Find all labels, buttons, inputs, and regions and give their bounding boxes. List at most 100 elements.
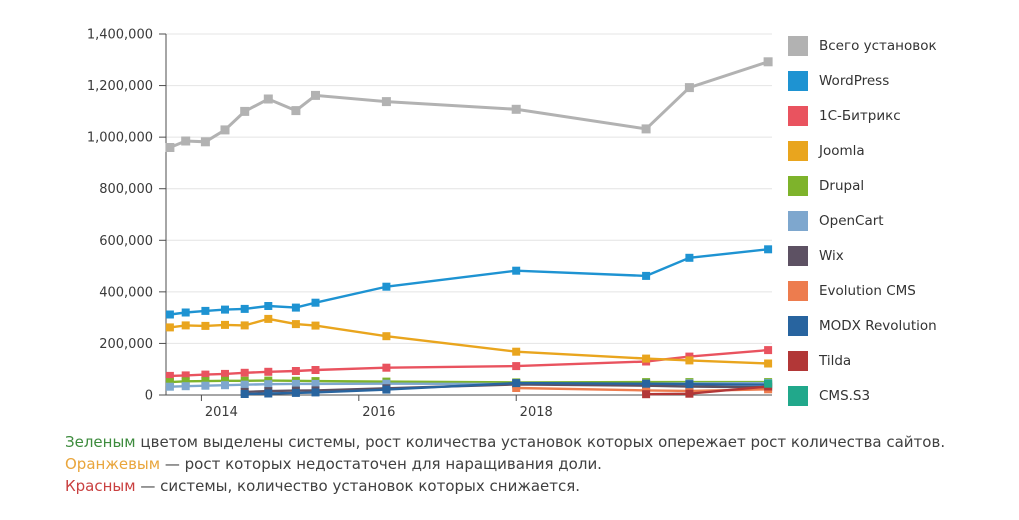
x-tick-label: 2014 xyxy=(205,405,238,420)
series-marker-5 xyxy=(221,381,229,390)
y-tick-label: 1,200,000 xyxy=(87,79,153,94)
series-marker-4 xyxy=(165,378,174,387)
series-marker-0 xyxy=(263,94,273,104)
footnote-red-text: — системы, количество установок которых … xyxy=(140,477,581,495)
legend-swatch xyxy=(788,386,808,406)
series-marker-9 xyxy=(685,389,694,398)
series-marker-0 xyxy=(240,106,250,116)
legend-item-8: MODX Revolution xyxy=(788,316,1013,336)
y-tick-label: 200,000 xyxy=(99,337,153,352)
footnote-red: Красным — системы, количество установок … xyxy=(65,475,985,497)
legend-item-1: WordPress xyxy=(788,71,1013,91)
series-marker-2 xyxy=(264,367,273,376)
series-marker-4 xyxy=(201,377,210,386)
series-marker-1 xyxy=(382,282,391,291)
footnote-green: Зеленым цветом выделены системы, рост ко… xyxy=(65,431,985,453)
legend-item-5: OpenCart xyxy=(788,211,1013,231)
legend-label: Drupal xyxy=(819,178,865,194)
y-tick-label: 1,000,000 xyxy=(87,131,153,146)
series-marker-5 xyxy=(240,380,249,389)
series-marker-0 xyxy=(165,143,175,152)
legend-item-7: Evolution CMS xyxy=(788,281,1013,301)
legend-item-2: 1С-Битрикс xyxy=(788,106,1013,126)
legend-item-0: Всего установок xyxy=(788,36,1013,56)
legend-item-10: CMS.S3 xyxy=(788,386,1013,406)
series-marker-2 xyxy=(311,366,320,374)
footnote-red-lead: Красным xyxy=(65,477,136,495)
series-marker-1 xyxy=(311,298,320,307)
y-tick-label: 800,000 xyxy=(99,182,153,197)
series-marker-3 xyxy=(685,356,694,365)
series-marker-8 xyxy=(642,379,651,388)
series-marker-5 xyxy=(181,382,190,391)
y-tick-label: 1,400,000 xyxy=(87,28,153,43)
series-marker-1 xyxy=(291,303,300,312)
footnote-orange: Оранжевым — рост которых недостаточен дл… xyxy=(65,453,985,475)
series-marker-3 xyxy=(165,323,174,332)
series-marker-0 xyxy=(291,106,301,116)
series-line-4 xyxy=(169,379,769,384)
legend-swatch xyxy=(788,316,808,336)
legend-label: WordPress xyxy=(819,73,890,89)
series-marker-5 xyxy=(291,379,300,388)
series-marker-3 xyxy=(240,321,249,330)
footnote-green-lead: Зеленым xyxy=(65,433,136,451)
legend-item-4: Drupal xyxy=(788,176,1013,196)
series-marker-1 xyxy=(221,305,229,314)
series-marker-5 xyxy=(382,379,391,388)
legend-item-9: Tilda xyxy=(788,351,1013,371)
series-marker-1 xyxy=(264,302,273,310)
series-marker-5 xyxy=(201,381,210,390)
legend-label: Evolution CMS xyxy=(819,283,916,299)
series-marker-7 xyxy=(512,384,521,392)
series-marker-5 xyxy=(311,379,320,388)
series-marker-9 xyxy=(642,390,651,399)
series-line-0 xyxy=(169,60,769,149)
legend-label: Всего установок xyxy=(819,38,937,54)
legend-swatch xyxy=(788,176,808,196)
x-tick-label: 2018 xyxy=(520,405,553,420)
legend-swatch xyxy=(788,281,808,301)
legend-label: Joomla xyxy=(819,143,865,159)
series-marker-1 xyxy=(512,266,521,275)
series-marker-8 xyxy=(291,388,300,397)
series-marker-5 xyxy=(264,380,273,389)
series-marker-3 xyxy=(201,321,210,330)
footnote-green-text: цветом выделены системы, рост количества… xyxy=(140,433,946,451)
series-marker-0 xyxy=(220,125,230,135)
series-marker-8 xyxy=(240,390,249,398)
y-tick-label: 0 xyxy=(145,389,153,404)
series-marker-1 xyxy=(685,253,694,262)
legend-swatch xyxy=(788,351,808,371)
series-marker-3 xyxy=(291,320,300,329)
footnote-orange-lead: Оранжевым xyxy=(65,455,161,473)
series-marker-1 xyxy=(201,306,210,315)
series-marker-0 xyxy=(381,97,391,107)
legend-label: MODX Revolution xyxy=(819,318,937,334)
series-marker-8 xyxy=(512,379,521,388)
y-tick-label: 400,000 xyxy=(99,285,153,300)
legend-swatch xyxy=(788,36,808,56)
series-marker-8 xyxy=(264,389,273,398)
series-line-2 xyxy=(169,348,769,378)
series-marker-4 xyxy=(221,376,229,385)
series-marker-2 xyxy=(201,370,210,379)
series-marker-0 xyxy=(684,83,694,93)
series-marker-3 xyxy=(512,347,521,356)
series-marker-1 xyxy=(642,271,651,280)
legend-label: 1С-Битрикс xyxy=(819,108,901,124)
series-marker-0 xyxy=(311,90,320,100)
legend-swatch xyxy=(788,141,808,161)
legend-label: CMS.S3 xyxy=(819,388,871,404)
series-marker-1 xyxy=(165,310,174,319)
series-marker-0 xyxy=(200,137,210,147)
legend-swatch xyxy=(788,211,808,231)
series-marker-2 xyxy=(764,346,773,355)
chart-legend: Всего установок WordPress 1С-Битрикс Joomla… xyxy=(788,36,1013,421)
series-marker-3 xyxy=(181,321,190,330)
series-marker-10 xyxy=(764,379,773,388)
chart-footnotes: Зеленым цветом выделены системы, рост ко… xyxy=(65,431,985,497)
legend-swatch xyxy=(788,71,808,91)
series-marker-4 xyxy=(181,377,190,386)
